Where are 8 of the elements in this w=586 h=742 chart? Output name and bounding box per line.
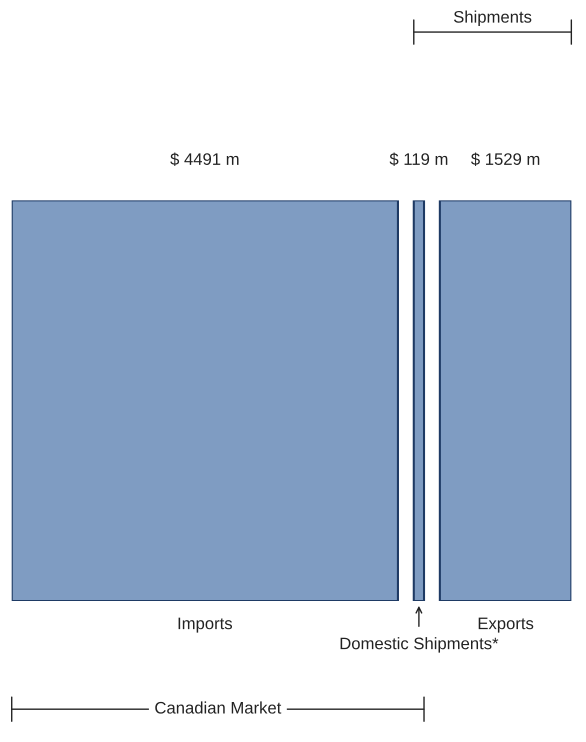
data-label: $ 1529 m (471, 152, 540, 166)
data-label: $ 119 m (390, 152, 448, 166)
category-label: Imports (178, 618, 232, 633)
text: Shipments (454, 10, 532, 26)
category-label: Domestic Shipments* (340, 637, 498, 653)
data-label: $ 4491 m (170, 152, 238, 166)
text: Canadian Market (155, 701, 282, 714)
category-label: Exports (478, 618, 534, 633)
